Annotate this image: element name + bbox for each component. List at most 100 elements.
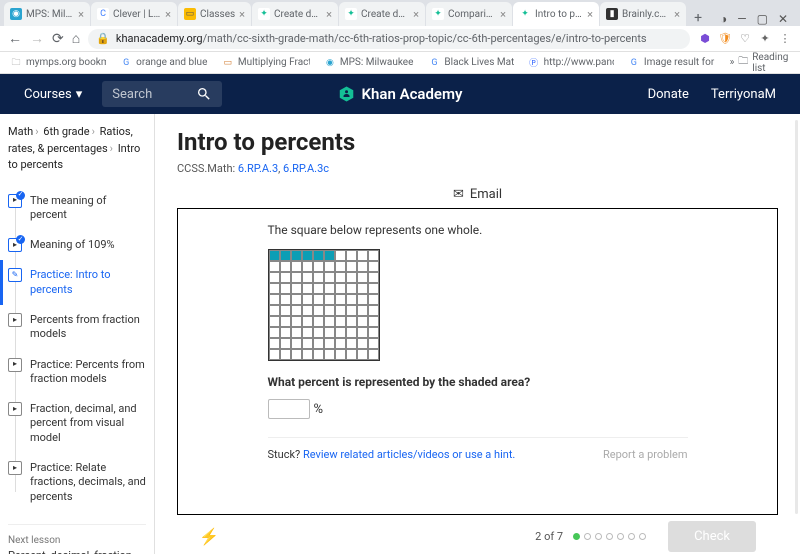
- lesson-list: ▸The meaning of percent▸Meaning of 109%✎…: [8, 186, 146, 512]
- lesson-item[interactable]: ✎Practice: Intro to percents: [8, 260, 146, 305]
- bookmark-item[interactable]: ◉ MPS: Milwaukee Pu...: [324, 57, 415, 69]
- bookmark-label: Black Lives Matter...: [444, 57, 513, 68]
- progress-dots: [573, 533, 646, 540]
- hint-link[interactable]: Review related articles/videos or use a …: [303, 448, 515, 461]
- tab-close-icon[interactable]: ×: [670, 8, 680, 21]
- grid-cell: [357, 316, 368, 327]
- standard-link-1[interactable]: 6.RP.A.3: [238, 162, 278, 175]
- grid-cell: [280, 327, 291, 338]
- chrome-menu-icon[interactable]: ⋮: [778, 32, 792, 46]
- lesson-status-icon: ▸: [8, 238, 22, 252]
- url-domain: khanacademy.org: [116, 32, 203, 45]
- progress-dot: [584, 533, 591, 540]
- reading-list-label: Reading list: [752, 52, 790, 74]
- ext-icon-2[interactable]: 🛡: [718, 32, 732, 46]
- grid-cell: [291, 294, 302, 305]
- grid-cell: [269, 316, 280, 327]
- search-input[interactable]: [112, 87, 192, 102]
- donate-link[interactable]: Donate: [648, 87, 689, 102]
- bookmark-item[interactable]: ▭Multiplying Fractions: [222, 57, 310, 69]
- browser-tab[interactable]: ◉MPS: Milwau×: [4, 2, 90, 26]
- lesson-item[interactable]: ▸Practice: Relate fractions, decimals, a…: [8, 453, 146, 512]
- email-label: Email: [470, 187, 502, 202]
- sync-icon[interactable]: ◑: [720, 12, 727, 26]
- browser-tab[interactable]: ✦Create doub×: [339, 2, 425, 26]
- bookmark-item[interactable]: GBlack Lives Matter...: [428, 57, 513, 69]
- bookmark-item[interactable]: Gorange and blue fis...: [120, 57, 208, 69]
- email-button[interactable]: ✉ Email: [177, 187, 778, 202]
- tab-label: Create doub: [361, 9, 409, 20]
- search-icon: [196, 86, 212, 102]
- tab-close-icon[interactable]: ×: [496, 8, 506, 21]
- page-title: Intro to percents: [177, 128, 778, 156]
- ext-icon-3[interactable]: ♡: [738, 32, 752, 46]
- grid-cell: [335, 261, 346, 272]
- close-window-icon[interactable]: ✕: [778, 12, 788, 26]
- next-lesson[interactable]: Next lesson Percent, decimal, fraction c…: [8, 524, 146, 554]
- browser-tab[interactable]: ▮Brainly.com×: [600, 2, 686, 26]
- check-button[interactable]: Check: [668, 521, 756, 552]
- tab-close-icon[interactable]: ×: [583, 8, 593, 21]
- scrollbar[interactable]: [795, 120, 798, 514]
- search-box[interactable]: [102, 81, 222, 107]
- answer-input[interactable]: [268, 399, 310, 419]
- grid-cell: [313, 250, 324, 261]
- bookmark-item[interactable]: GImage result for gif...: [628, 57, 716, 69]
- tab-close-icon[interactable]: ×: [409, 8, 419, 21]
- lesson-item[interactable]: ▸Practice: Percents from fraction models: [8, 350, 146, 395]
- grid-cell: [346, 272, 357, 283]
- bookmark-item[interactable]: 🗀mymps.org bookmarks: [10, 57, 106, 69]
- bookmark-icon: ◉: [324, 57, 336, 69]
- reading-list-button[interactable]: »🗀 Reading list: [730, 52, 790, 74]
- tab-favicon: ✦: [258, 8, 270, 20]
- reload-button[interactable]: ⟳: [52, 31, 64, 47]
- khan-logo-icon: [338, 85, 356, 103]
- crumb-grade[interactable]: 6th grade: [43, 125, 89, 138]
- grid-cell: [324, 294, 335, 305]
- stuck-label: Stuck?: [268, 448, 303, 461]
- lesson-status-icon: ▸: [8, 313, 22, 327]
- minimize-icon[interactable]: —: [737, 12, 746, 26]
- tab-close-icon[interactable]: ×: [235, 8, 245, 21]
- lesson-item[interactable]: ▸Percents from fraction models: [8, 305, 146, 350]
- grid-cell: [280, 294, 291, 305]
- tab-label: Comparing r: [448, 9, 496, 20]
- lesson-item[interactable]: ▸Fraction, decimal, and percent from vis…: [8, 394, 146, 453]
- browser-tab[interactable]: ✦Comparing r×: [426, 2, 512, 26]
- back-button[interactable]: ←: [8, 30, 22, 47]
- tab-close-icon[interactable]: ×: [161, 8, 171, 21]
- grid-cells: [268, 249, 380, 361]
- home-button[interactable]: ⌂: [72, 30, 80, 47]
- tab-close-icon[interactable]: ×: [322, 8, 332, 21]
- grid-cell: [335, 294, 346, 305]
- standard-link-2[interactable]: 6.RP.A.3c: [283, 162, 329, 175]
- bookmark-item[interactable]: Ⓟhttp://www.pandor...: [528, 57, 614, 69]
- grid-cell: [291, 349, 302, 360]
- ext-icon-1[interactable]: ⬢: [698, 32, 712, 46]
- maximize-icon[interactable]: ▢: [757, 12, 768, 26]
- page-body: Math› 6th grade› Ratios, rates, & percen…: [0, 114, 800, 554]
- browser-tab[interactable]: CClever | Log×: [91, 2, 177, 26]
- forward-button[interactable]: →: [30, 30, 44, 47]
- browser-tab[interactable]: ▭Classes×: [178, 2, 251, 26]
- bookmark-label: MPS: Milwaukee Pu...: [340, 57, 415, 68]
- lesson-label: Practice: Relate fractions, decimals, an…: [30, 461, 146, 504]
- exercise-footer: ⚡ 2 of 7 Check: [177, 515, 778, 554]
- courses-menu[interactable]: Courses ▾: [24, 87, 82, 102]
- new-tab-button[interactable]: +: [687, 10, 709, 26]
- user-menu[interactable]: TerriyonaM: [711, 87, 776, 102]
- grid-cell: [357, 272, 368, 283]
- report-problem-link[interactable]: Report a problem: [603, 448, 688, 461]
- grid-cell: [269, 272, 280, 283]
- extensions-menu-icon[interactable]: ✦: [758, 32, 772, 46]
- browser-tab[interactable]: ✦Intro to perc×: [513, 2, 599, 26]
- bookmark-icon: ▭: [222, 57, 234, 69]
- lesson-item[interactable]: ▸Meaning of 109%: [8, 230, 146, 260]
- grid-cell: [357, 305, 368, 316]
- crumb-math[interactable]: Math: [8, 125, 33, 138]
- url-input[interactable]: 🔒 khanacademy.org /math/cc-sixth-grade-m…: [88, 29, 690, 49]
- site-logo[interactable]: Khan Academy: [338, 85, 463, 103]
- lesson-item[interactable]: ▸The meaning of percent: [8, 186, 146, 231]
- browser-tab[interactable]: ✦Create doub×: [252, 2, 338, 26]
- tab-close-icon[interactable]: ×: [74, 8, 84, 21]
